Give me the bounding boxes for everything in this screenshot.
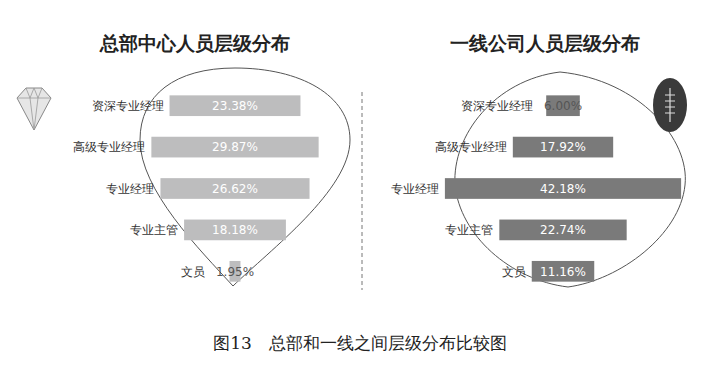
outline-shape — [140, 68, 350, 286]
bar — [499, 220, 626, 241]
category-label: 文员 — [181, 265, 205, 279]
bar — [184, 220, 286, 241]
football-icon — [653, 78, 687, 132]
bars — [445, 95, 681, 281]
labels: 6.00% 资深专业经理 17.92% 高级专业经理 42.18% 专业经理 22.74% 专… — [391, 99, 586, 279]
bars — [151, 95, 318, 281]
category-label: 资深专业经理 — [92, 99, 164, 113]
category-label: 文员 — [502, 265, 526, 279]
data-label: 1.95% — [216, 265, 254, 279]
diamond-body — [17, 88, 51, 130]
data-label: 18.18% — [212, 223, 258, 237]
diamond-icon — [17, 88, 51, 130]
category-label: 资深专业经理 — [461, 99, 533, 113]
data-label: 26.62% — [212, 182, 258, 196]
chart-title: 总部中心人员层级分布 — [99, 32, 290, 54]
bar — [532, 261, 594, 282]
category-label: 专业主管 — [445, 223, 493, 237]
bar — [445, 178, 681, 199]
data-label: 6.00% — [544, 99, 582, 113]
diamond-facets — [17, 88, 51, 130]
bar — [170, 95, 301, 116]
labels: 23.38% 资深专业经理 29.87% 高级专业经理 26.62% 专业经理 18.18%… — [73, 99, 258, 279]
category-label: 高级专业经理 — [73, 140, 145, 154]
category-label: 专业主管 — [130, 223, 178, 237]
category-label: 专业经理 — [391, 182, 439, 196]
category-label: 专业经理 — [106, 182, 154, 196]
chart-title: 一线公司人员层级分布 — [450, 32, 640, 54]
chart: 总部中心人员层级分布 23.38% 资深专业经理 29.87% 高级专业经理 26.62%… — [73, 32, 318, 282]
data-label: 11.16% — [540, 265, 586, 279]
football-body — [653, 78, 687, 132]
data-label: 42.18% — [540, 182, 586, 196]
data-label: 29.87% — [212, 140, 258, 154]
category-label: 高级专业经理 — [435, 140, 507, 154]
separator — [362, 92, 363, 290]
data-label: 23.38% — [212, 99, 258, 113]
chart: 一线公司人员层级分布 6.00% 资深专业经理 17.92% 高级专业经理 42.18% 专… — [391, 32, 681, 282]
figure: 总部中心人员层级分布 23.38% 资深专业经理 29.87% 高级专业经理 26.62%… — [0, 0, 719, 371]
football-lace — [665, 88, 675, 122]
bar — [160, 178, 309, 199]
data-label: 17.92% — [540, 140, 586, 154]
bar — [151, 137, 318, 158]
figure-caption: 图13 总部和一线之间层级分布比较图 — [213, 333, 507, 353]
bar — [513, 137, 613, 158]
data-label: 22.74% — [540, 223, 586, 237]
